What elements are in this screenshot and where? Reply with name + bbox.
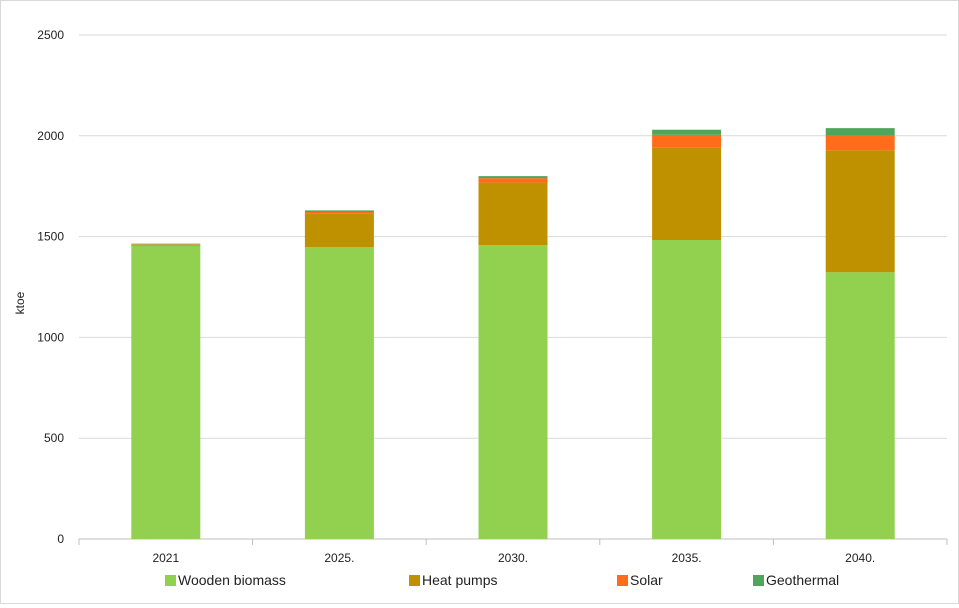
bar-heat-pumps-2025	[305, 213, 374, 247]
y-tick-label-2000: 2000	[37, 129, 64, 143]
legend-swatch-wooden-biomass	[165, 575, 176, 586]
bar-wooden-biomass-2025	[305, 247, 374, 539]
legend-swatch-solar	[617, 575, 628, 586]
legend-label-geothermal: Geothermal	[766, 572, 839, 588]
bars	[131, 128, 894, 539]
bar-solar-2025	[305, 212, 374, 213]
bar-heat-pumps-2021	[131, 245, 200, 246]
y-tick-label-1000: 1000	[37, 330, 64, 344]
y-tick-label-500: 500	[44, 431, 64, 445]
y-tick-label-0: 0	[57, 532, 64, 546]
bar-geothermal-2025	[305, 210, 374, 212]
legend-swatch-geothermal	[753, 575, 764, 586]
legend-label-wooden-biomass: Wooden biomass	[178, 572, 286, 588]
bar-wooden-biomass-2035	[652, 240, 721, 539]
legend: Wooden biomass Heat pumps Solar Geothermal	[165, 572, 839, 588]
legend-item-heat-pumps: Heat pumps	[409, 572, 497, 588]
y-tick-label-2500: 2500	[37, 28, 64, 42]
legend-item-wooden-biomass: Wooden biomass	[165, 572, 286, 588]
x-tick-label-2025: 2025.	[324, 551, 354, 565]
legend-swatch-heat-pumps	[409, 575, 420, 586]
bar-heat-pumps-2035	[652, 147, 721, 240]
legend-item-solar: Solar	[617, 572, 663, 588]
legend-label-solar: Solar	[630, 572, 663, 588]
x-tick-label-2040: 2040.	[845, 551, 875, 565]
x-tick-label-2021: 2021	[152, 551, 179, 565]
bar-geothermal-2030	[479, 176, 548, 178]
bar-wooden-biomass-2021	[131, 246, 200, 539]
bar-geothermal-2021	[131, 244, 200, 245]
bar-solar-2030	[479, 178, 548, 182]
x-tick-label-2035: 2035.	[672, 551, 702, 565]
bar-geothermal-2040	[826, 128, 895, 136]
x-tick-label-2030: 2030.	[498, 551, 528, 565]
bar-wooden-biomass-2030	[479, 245, 548, 539]
legend-label-heat-pumps: Heat pumps	[422, 572, 497, 588]
legend-item-geothermal: Geothermal	[753, 572, 839, 588]
y-axis-label: ktoe	[13, 291, 27, 314]
bar-heat-pumps-2040	[826, 150, 895, 272]
bar-solar-2035	[652, 135, 721, 147]
bar-solar-2040	[826, 136, 895, 151]
bar-geothermal-2035	[652, 130, 721, 135]
bar-heat-pumps-2030	[479, 183, 548, 245]
y-tick-label-1500: 1500	[37, 230, 64, 244]
bar-wooden-biomass-2040	[826, 272, 895, 539]
